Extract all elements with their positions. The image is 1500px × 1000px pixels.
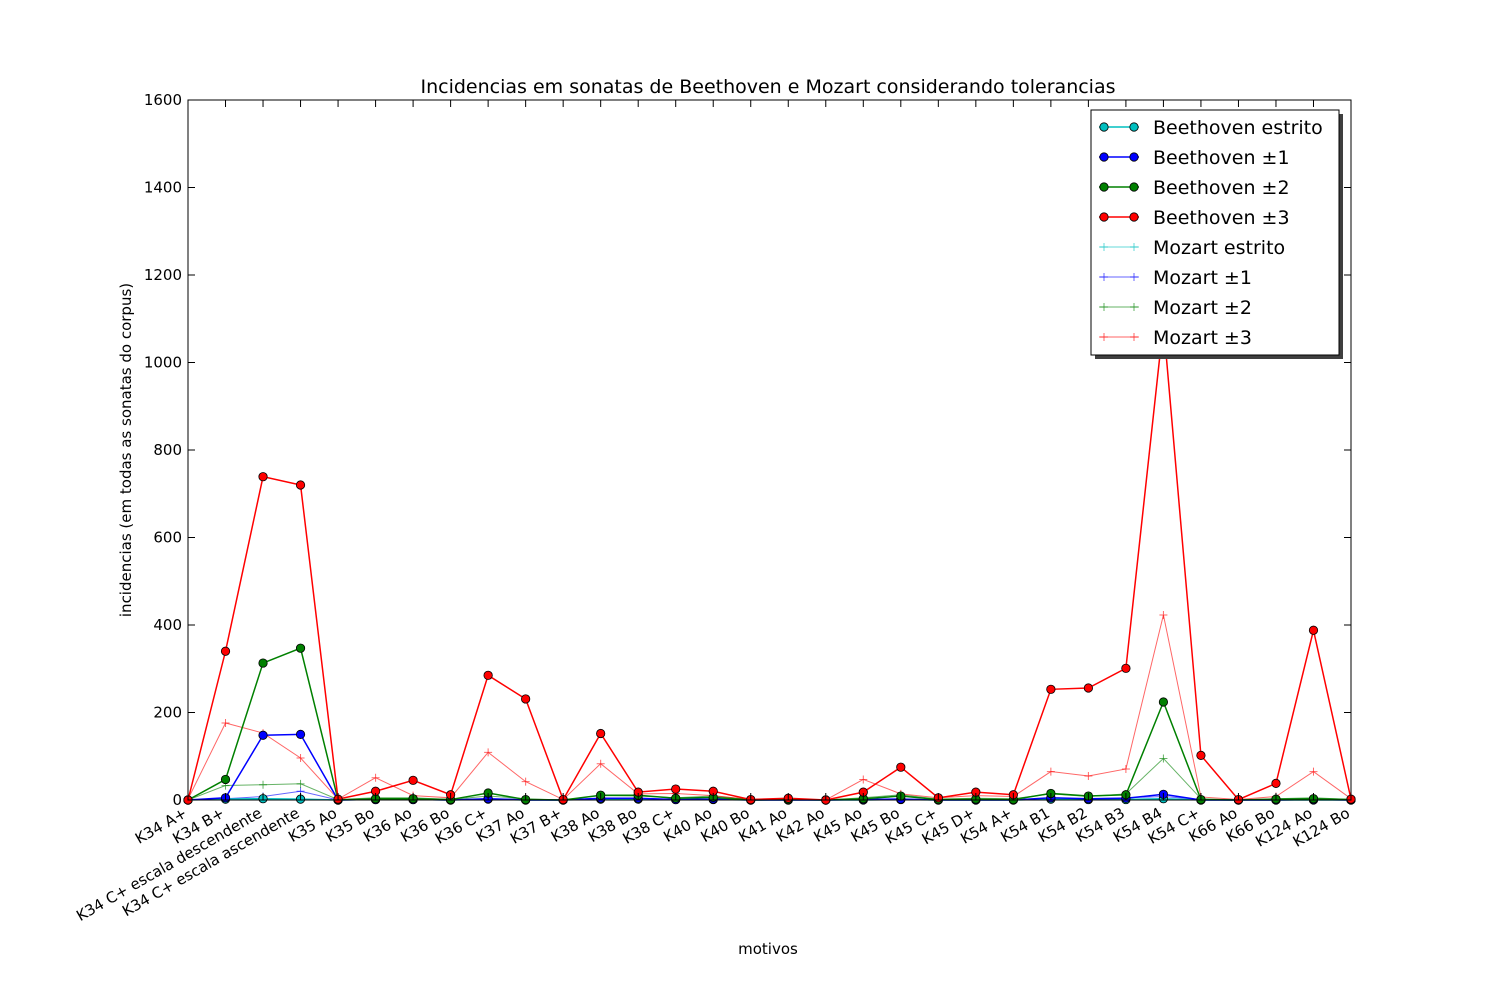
legend-label: Mozart ±1 bbox=[1153, 267, 1252, 289]
legend-box bbox=[1090, 109, 1340, 356]
data-point bbox=[371, 773, 380, 782]
legend-marker bbox=[1129, 212, 1139, 222]
data-point bbox=[1309, 767, 1318, 776]
legend-label: Mozart estrito bbox=[1153, 237, 1285, 259]
data-point bbox=[1159, 754, 1168, 763]
legend-entry: Beethoven ±1 bbox=[1099, 147, 1290, 169]
y-tick-label: 0 bbox=[172, 791, 182, 809]
data-point bbox=[1196, 750, 1206, 760]
data-point bbox=[896, 762, 906, 772]
legend-entry: Mozart estrito bbox=[1099, 237, 1285, 259]
legend-marker bbox=[1129, 152, 1139, 162]
legend-marker bbox=[1100, 273, 1108, 281]
y-tick-label: 400 bbox=[153, 616, 182, 634]
data-point bbox=[220, 646, 231, 656]
data-point bbox=[671, 784, 681, 794]
legend-marker bbox=[1100, 333, 1108, 341]
legend-entry: Beethoven ±3 bbox=[1099, 207, 1290, 229]
legend-marker bbox=[1130, 273, 1138, 281]
y-tick-label: 1000 bbox=[144, 354, 182, 372]
legend-marker bbox=[1129, 182, 1139, 192]
y-tick-label: 1600 bbox=[144, 91, 182, 109]
data-point bbox=[596, 728, 606, 739]
legend-entry: Beethoven estrito bbox=[1099, 117, 1323, 139]
data-point bbox=[483, 670, 493, 680]
legend-entry: Mozart ±2 bbox=[1099, 297, 1252, 319]
y-tick-label: 1400 bbox=[144, 179, 182, 197]
data-point bbox=[596, 759, 605, 768]
legend-entry: Beethoven ±2 bbox=[1099, 177, 1290, 199]
data-point bbox=[258, 658, 268, 668]
chart-title: Incidencias em sonatas de Beethoven e Mo… bbox=[420, 76, 1115, 98]
series-line-beethoven-pm3 bbox=[187, 323, 1352, 802]
legend-marker bbox=[1130, 243, 1138, 251]
data-point bbox=[220, 774, 231, 785]
data-point bbox=[258, 730, 268, 740]
data-point bbox=[1308, 625, 1319, 635]
data-point bbox=[1159, 610, 1168, 619]
legend-marker bbox=[1099, 182, 1109, 192]
data-point bbox=[295, 480, 306, 490]
data-point bbox=[295, 643, 306, 653]
legend-marker bbox=[1099, 122, 1109, 132]
data-point bbox=[1046, 684, 1056, 694]
legend-entry: Mozart ±1 bbox=[1099, 267, 1252, 289]
y-tick-label: 800 bbox=[153, 441, 182, 459]
data-point bbox=[295, 729, 306, 739]
legend-marker bbox=[1129, 122, 1139, 132]
data-point bbox=[859, 775, 868, 784]
data-point bbox=[1083, 683, 1093, 693]
legend-marker bbox=[1130, 303, 1138, 311]
x-axis-label: motivos bbox=[738, 940, 798, 958]
data-point bbox=[1158, 697, 1169, 707]
legend-label: Beethoven ±2 bbox=[1153, 177, 1290, 199]
y-tick-label: 200 bbox=[153, 704, 182, 722]
legend-label: Beethoven ±1 bbox=[1153, 147, 1290, 169]
y-tick-label: 1200 bbox=[144, 266, 182, 284]
y-axis-label: incidencias (em todas as sonatas do corp… bbox=[117, 283, 135, 617]
legend-marker bbox=[1099, 152, 1109, 162]
data-point bbox=[1084, 771, 1093, 780]
data-point bbox=[296, 754, 305, 762]
data-point bbox=[1121, 663, 1131, 673]
legend-marker bbox=[1100, 303, 1108, 311]
data-point bbox=[521, 694, 531, 704]
data-point bbox=[408, 775, 418, 785]
legend-label: Beethoven ±3 bbox=[1153, 207, 1290, 229]
data-point bbox=[259, 780, 268, 789]
legend-marker bbox=[1130, 333, 1138, 341]
data-point bbox=[258, 472, 268, 482]
legend-entry: Mozart ±3 bbox=[1099, 327, 1252, 349]
legend-label: Mozart ±3 bbox=[1153, 327, 1252, 349]
data-point bbox=[296, 779, 305, 788]
legend-marker bbox=[1100, 243, 1108, 251]
legend-label: Beethoven estrito bbox=[1153, 117, 1323, 139]
data-point bbox=[484, 748, 493, 757]
legend-label: Mozart ±2 bbox=[1153, 297, 1252, 319]
y-tick-label: 600 bbox=[153, 529, 182, 547]
legend-marker bbox=[1099, 212, 1109, 222]
data-point bbox=[1271, 778, 1281, 788]
data-point bbox=[521, 777, 530, 786]
axes-frame bbox=[187, 99, 1352, 801]
data-point bbox=[1046, 767, 1055, 776]
legend: Beethoven estrito Beethoven ±1 Beethoven ±… bbox=[1090, 109, 1343, 359]
data-point bbox=[1121, 764, 1130, 773]
data-point bbox=[221, 719, 230, 727]
